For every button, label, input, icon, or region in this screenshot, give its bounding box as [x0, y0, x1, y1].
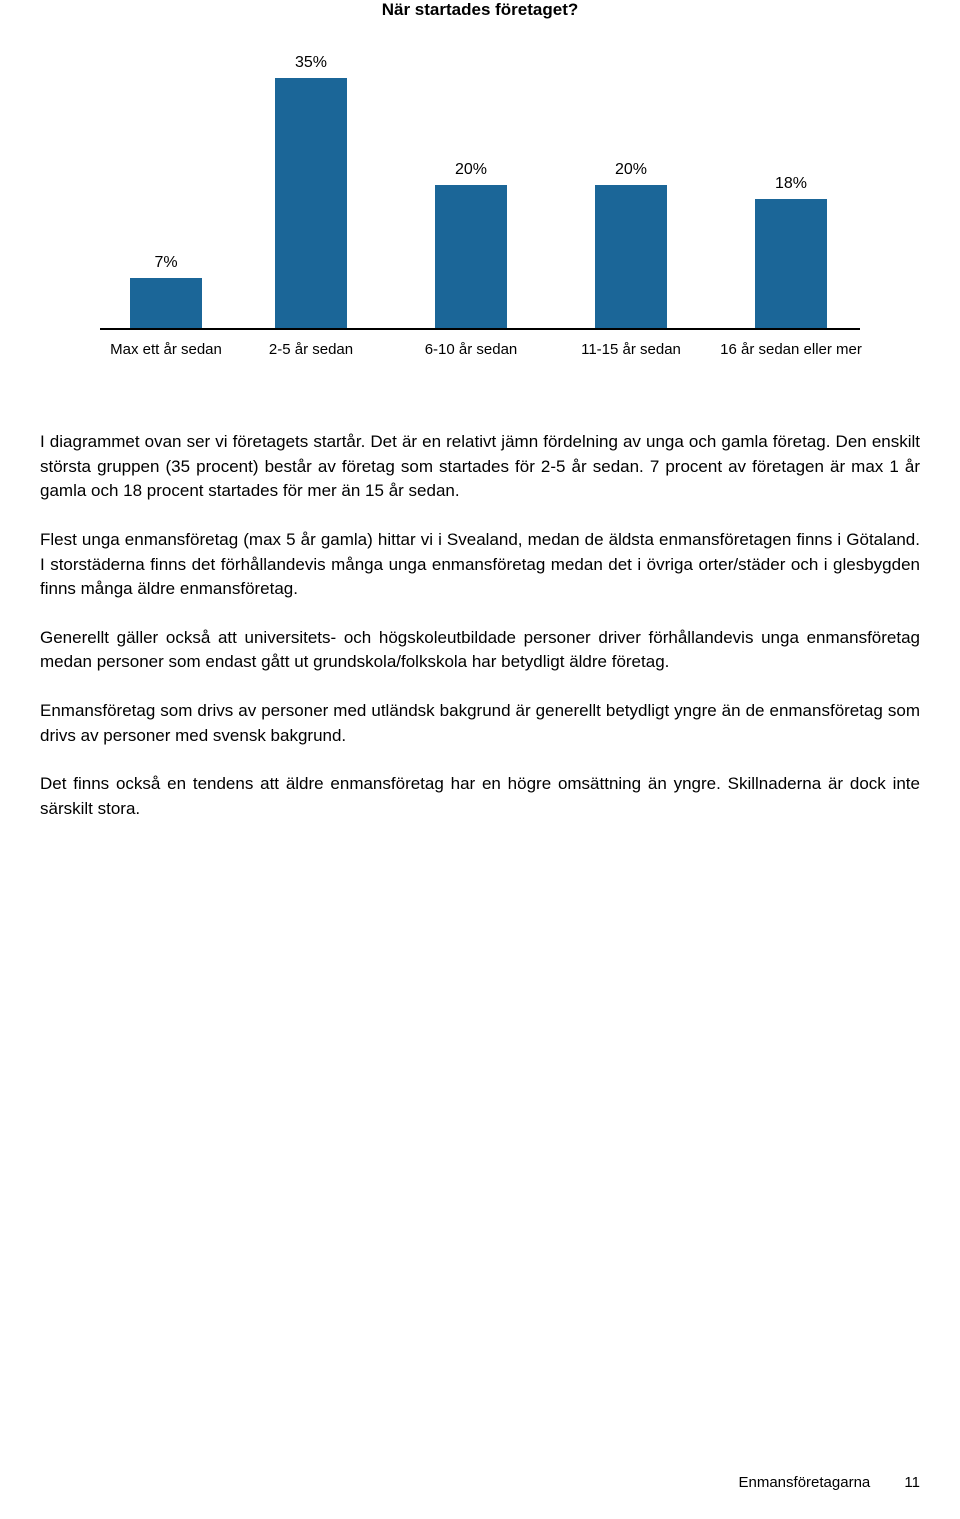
bar	[435, 185, 507, 328]
x-axis-label: 11-15 år sedan	[555, 340, 707, 360]
bar	[130, 278, 202, 328]
paragraph-1: I diagrammet ovan ser vi företagets star…	[40, 430, 920, 504]
bar-value-label: 20%	[615, 161, 647, 179]
chart-title: När startades företaget?	[40, 0, 920, 20]
bar-value-label: 20%	[455, 161, 487, 179]
bar-group: 35%	[275, 54, 347, 328]
bar-value-label: 18%	[775, 175, 807, 193]
chart-x-labels: Max ett år sedan2-5 år sedan6-10 år seda…	[100, 340, 860, 400]
bar-group: 20%	[595, 161, 667, 328]
paragraph-5: Det finns också en tendens att äldre enm…	[40, 772, 920, 821]
bar-group: 20%	[435, 161, 507, 328]
bar-chart: 7% 35% 20% 20% 18% Max ett år sedan2-5 år se…	[100, 50, 860, 400]
paragraph-4: Enmansföretag som drivs av personer med …	[40, 699, 920, 748]
bar	[755, 199, 827, 328]
x-axis-label: 2-5 år sedan	[235, 340, 387, 360]
bar	[275, 78, 347, 328]
bar-group: 7%	[130, 254, 202, 328]
page-footer: Enmansföretagarna 11	[739, 1474, 921, 1491]
bar-value-label: 7%	[154, 254, 177, 272]
page-number: 11	[904, 1474, 920, 1491]
bar	[595, 185, 667, 328]
x-axis-label: 6-10 år sedan	[395, 340, 547, 360]
paragraph-2: Flest unga enmansföretag (max 5 år gamla…	[40, 528, 920, 602]
x-axis-label: Max ett år sedan	[90, 340, 242, 360]
bar-value-label: 35%	[295, 54, 327, 72]
chart-plot-area: 7% 35% 20% 20% 18%	[100, 50, 860, 330]
footer-label: Enmansföretagarna	[739, 1474, 871, 1491]
x-axis-label: 16 år sedan eller mer	[715, 340, 867, 360]
bar-group: 18%	[755, 175, 827, 328]
paragraph-3: Generellt gäller också att universitets-…	[40, 626, 920, 675]
